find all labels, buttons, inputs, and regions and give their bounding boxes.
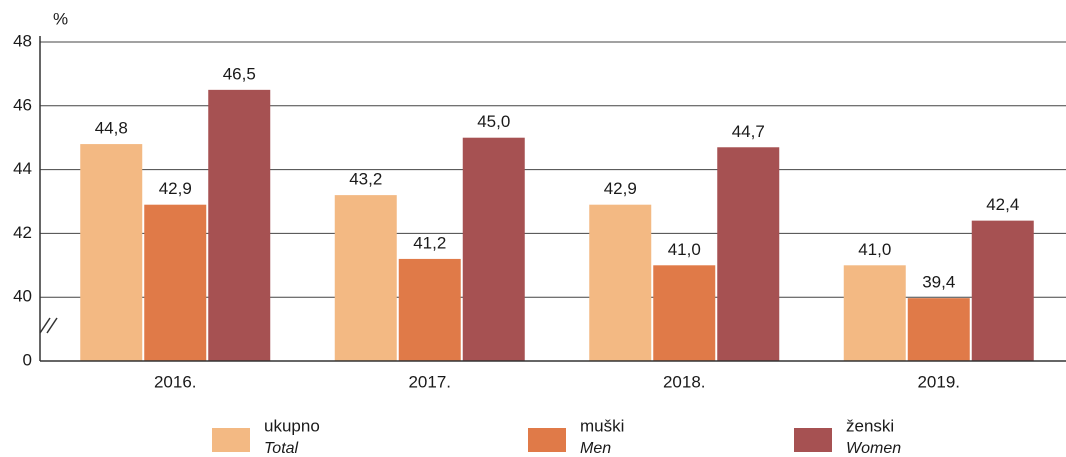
- bar: [208, 89, 271, 361]
- legend-swatch: [794, 428, 832, 452]
- legend-label-en: Total: [264, 440, 299, 457]
- y-tick-label: 42: [13, 223, 32, 242]
- value-label: 41,0: [668, 240, 701, 259]
- value-label: 46,5: [223, 64, 256, 83]
- value-label: 41,2: [413, 233, 446, 252]
- bar: [589, 204, 652, 361]
- value-label: 42,9: [604, 179, 637, 198]
- bar: [80, 144, 143, 361]
- bar: [144, 204, 207, 361]
- value-label: 43,2: [349, 170, 382, 189]
- y-unit-label: %: [53, 9, 68, 28]
- x-tick-label: 2018.: [663, 372, 706, 391]
- legend-label-en: Women: [846, 440, 901, 457]
- y-tick-label: 44: [13, 159, 32, 178]
- bar: [971, 220, 1034, 361]
- legend-label-en: Men: [580, 440, 611, 457]
- y-tick-label: 0: [23, 350, 32, 369]
- legend-label: muški: [580, 416, 624, 435]
- bar: [653, 265, 716, 361]
- value-label: 45,0: [477, 112, 510, 131]
- bar: [907, 298, 970, 361]
- legend-label: ukupno: [264, 416, 320, 435]
- legend-label: ženski: [846, 416, 894, 435]
- value-label: 44,8: [95, 119, 128, 138]
- value-label: 42,4: [986, 195, 1019, 214]
- x-tick-label: 2017.: [408, 372, 451, 391]
- bar: [462, 137, 525, 361]
- bar: [843, 265, 906, 361]
- legend-swatch: [528, 428, 566, 452]
- y-tick-label: 48: [13, 31, 32, 50]
- axis-break: [39, 317, 58, 334]
- value-label: 39,4: [922, 273, 955, 292]
- value-label: 42,9: [159, 179, 192, 198]
- y-tick-label: 46: [13, 95, 32, 114]
- x-tick-label: 2019.: [917, 372, 960, 391]
- x-tick-label: 2016.: [154, 372, 197, 391]
- bar: [398, 258, 461, 361]
- value-label: 44,7: [732, 122, 765, 141]
- legend-swatch: [212, 428, 250, 452]
- bar: [334, 195, 397, 361]
- bar: [717, 147, 780, 361]
- y-tick-label: 40: [13, 287, 32, 306]
- value-label: 41,0: [858, 240, 891, 259]
